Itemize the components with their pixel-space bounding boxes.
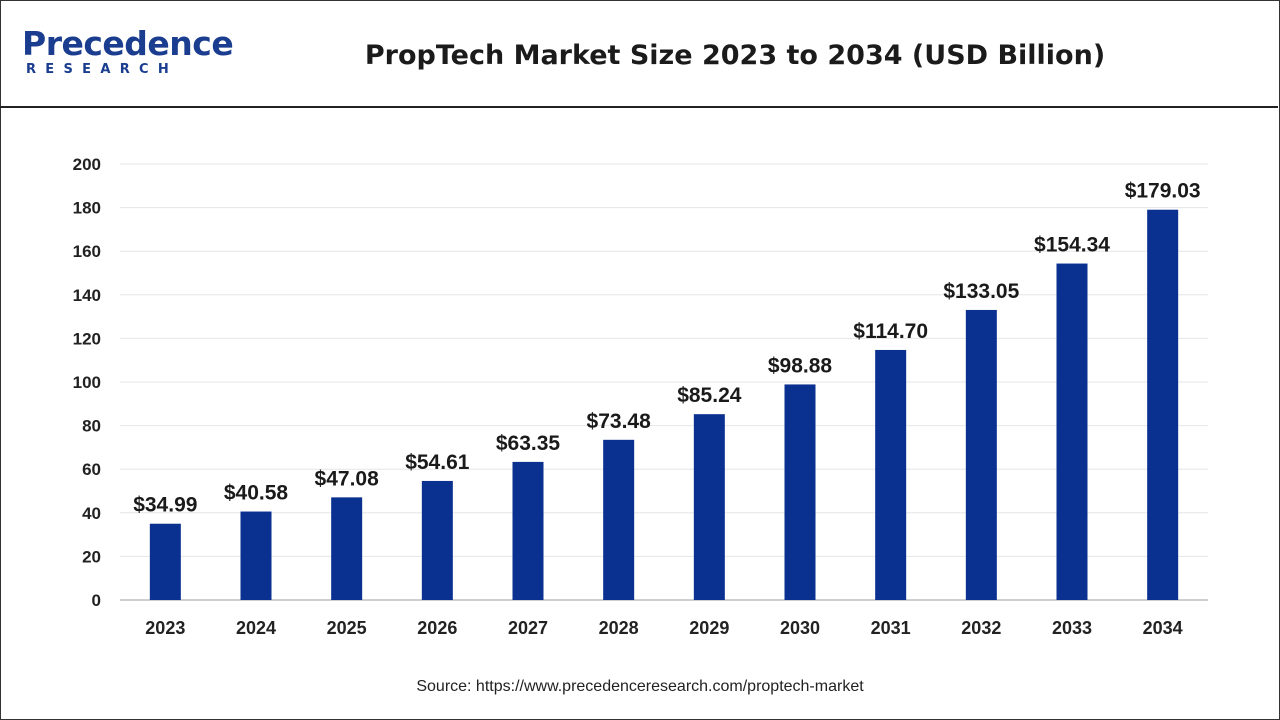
bar — [784, 384, 816, 600]
bar — [421, 480, 453, 600]
data-label: $63.35 — [496, 432, 561, 455]
x-tick-label: 2030 — [780, 618, 820, 638]
data-label: $34.99 — [133, 494, 197, 517]
data-label: $179.03 — [1125, 180, 1201, 203]
data-label: $98.88 — [768, 354, 833, 377]
header: Precedence RESEARCH PropTech Market Size… — [0, 0, 1278, 108]
brand-name-rest: recedence — [45, 24, 234, 63]
x-tick-label: 2032 — [961, 618, 1001, 638]
bar — [149, 523, 181, 600]
data-label: $133.05 — [943, 280, 1019, 303]
x-tick-label: 2027 — [508, 618, 548, 638]
bar — [693, 414, 725, 600]
data-label: $40.58 — [224, 482, 289, 505]
x-tick-label: 2024 — [236, 618, 276, 638]
bar — [512, 461, 544, 600]
brand-name: Precedence — [22, 24, 234, 63]
data-label: $154.34 — [1034, 234, 1110, 257]
bar — [331, 497, 363, 600]
brand-subtitle: RESEARCH — [26, 62, 179, 77]
data-label: $47.08 — [315, 467, 380, 490]
y-tick-label: 140 — [73, 286, 101, 305]
source-note: Source: https://www.precedenceresearch.c… — [416, 678, 864, 695]
y-tick-label: 200 — [73, 155, 101, 174]
x-tick-label: 2028 — [599, 618, 639, 638]
data-label: $54.61 — [405, 451, 470, 474]
y-tick-label: 180 — [73, 199, 101, 218]
bar — [875, 349, 907, 600]
x-tick-label: 2026 — [417, 618, 457, 638]
y-tick-label: 60 — [82, 460, 101, 479]
x-tick-label: 2023 — [145, 618, 185, 638]
bar — [603, 439, 635, 600]
y-tick-label: 0 — [92, 591, 101, 610]
x-tick-label: 2033 — [1052, 618, 1092, 638]
bar — [1147, 209, 1179, 600]
x-tick-label: 2029 — [689, 618, 729, 638]
bar-chart: 0 20 40 60 80 100 120 140 160 180 200 $34.99 2023 $40… — [73, 155, 1208, 638]
x-tick-label: 2025 — [327, 618, 367, 638]
x-tick-label: 2031 — [871, 618, 911, 638]
y-tick-label: 100 — [73, 373, 101, 392]
y-tick-label: 120 — [73, 329, 101, 348]
y-tick-label: 160 — [73, 242, 101, 261]
brand-logo: Precedence RESEARCH — [22, 26, 234, 86]
data-label: $73.48 — [587, 410, 652, 433]
bar — [965, 309, 997, 600]
chart-title: PropTech Market Size 2023 to 2034 (USD B… — [364, 40, 1106, 71]
brand-name-initial: P — [22, 24, 46, 63]
data-label: $114.70 — [853, 320, 928, 343]
x-tick-label: 2034 — [1143, 618, 1183, 638]
y-tick-label: 80 — [82, 417, 101, 436]
bar — [1056, 263, 1088, 600]
data-label: $85.24 — [677, 384, 742, 407]
y-tick-label: 20 — [82, 547, 101, 566]
bar — [240, 511, 272, 600]
y-tick-label: 40 — [82, 504, 101, 523]
